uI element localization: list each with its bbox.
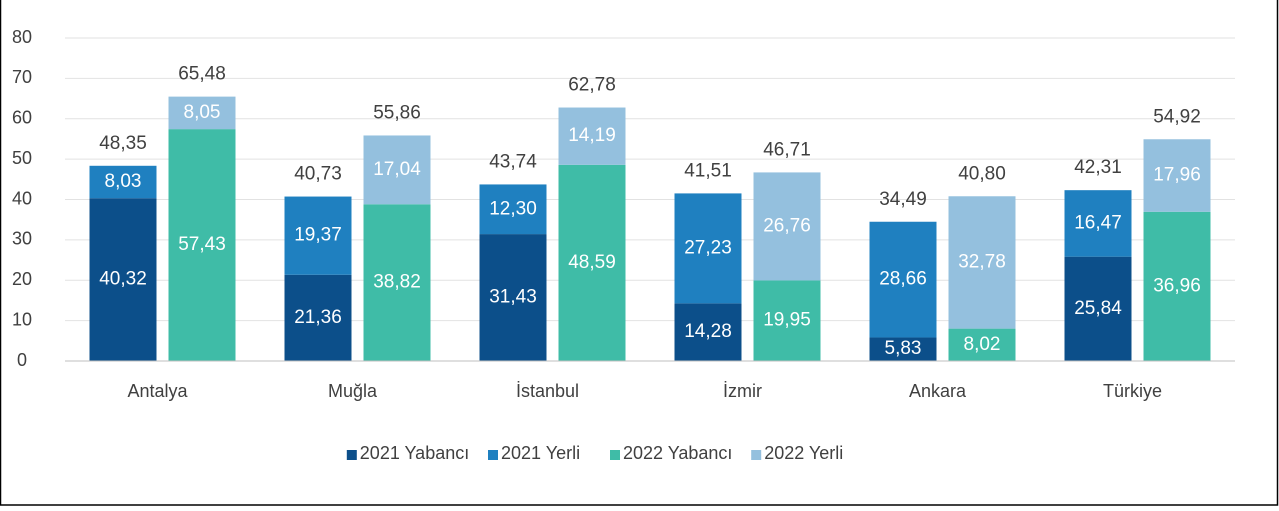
y-tick-label: 30 bbox=[12, 229, 32, 249]
legend-swatch bbox=[751, 450, 762, 460]
value-label: 5,83 bbox=[885, 338, 922, 359]
y-tick-label: 50 bbox=[12, 148, 32, 168]
bar-segment bbox=[674, 303, 742, 361]
total-label: 34,49 bbox=[879, 189, 927, 210]
y-tick-label: 80 bbox=[12, 27, 32, 47]
bar-segment bbox=[869, 337, 937, 361]
total-label: 48,35 bbox=[99, 133, 147, 154]
value-label: 16,47 bbox=[1074, 212, 1122, 233]
bar-segment bbox=[948, 196, 1016, 329]
bar-segment bbox=[89, 198, 157, 361]
bar-segment bbox=[168, 96, 236, 130]
value-label: 21,36 bbox=[294, 307, 342, 328]
value-label: 40,32 bbox=[99, 269, 147, 290]
bar-segment bbox=[1064, 190, 1132, 257]
value-label: 14,19 bbox=[568, 125, 616, 146]
bar-segment bbox=[1143, 211, 1211, 361]
value-label: 17,04 bbox=[373, 159, 421, 180]
value-label: 14,28 bbox=[684, 321, 732, 342]
x-tick-label: Ankara bbox=[909, 381, 967, 401]
y-tick-label: 70 bbox=[12, 67, 32, 87]
bar-segment bbox=[674, 193, 742, 304]
total-label: 55,86 bbox=[373, 102, 421, 123]
bar-segment bbox=[1064, 256, 1132, 361]
value-label: 57,43 bbox=[178, 234, 226, 255]
total-label: 42,31 bbox=[1074, 157, 1122, 178]
value-label: 38,82 bbox=[373, 272, 421, 293]
value-label: 28,66 bbox=[879, 269, 927, 290]
bar-segment bbox=[558, 164, 626, 361]
legend-label: 2021 Yerli bbox=[501, 443, 580, 463]
bar-segment bbox=[753, 172, 821, 281]
bar-segment bbox=[479, 184, 547, 235]
legend-swatch bbox=[346, 450, 357, 460]
value-label: 8,03 bbox=[105, 171, 142, 192]
y-tick-label: 10 bbox=[12, 309, 32, 329]
value-label: 36,96 bbox=[1153, 275, 1201, 296]
legend-swatch bbox=[610, 450, 620, 460]
y-tick-label: 60 bbox=[12, 108, 32, 128]
total-label: 40,73 bbox=[294, 164, 342, 185]
y-tick-label: 20 bbox=[12, 269, 32, 289]
legend-label: 2022 Yerli bbox=[764, 443, 843, 463]
bar-segment bbox=[284, 196, 352, 275]
total-label: 62,78 bbox=[568, 75, 616, 96]
total-label: 65,48 bbox=[178, 64, 226, 85]
legend-label: 2021 Yabancı bbox=[360, 443, 469, 463]
value-label: 19,95 bbox=[763, 310, 811, 331]
legend-swatch bbox=[488, 450, 498, 460]
bar-segment bbox=[168, 129, 236, 361]
value-label: 12,30 bbox=[489, 198, 537, 219]
x-tick-label: İzmir bbox=[723, 381, 762, 401]
total-label: 54,92 bbox=[1153, 106, 1201, 127]
value-label: 27,23 bbox=[684, 237, 732, 258]
value-label: 8,05 bbox=[184, 102, 221, 123]
x-tick-label: Antalya bbox=[127, 381, 188, 401]
x-tick-label: İstanbul bbox=[516, 381, 579, 401]
value-label: 48,59 bbox=[568, 252, 616, 273]
total-label: 43,74 bbox=[489, 151, 537, 172]
total-label: 46,71 bbox=[763, 139, 811, 160]
value-label: 19,37 bbox=[294, 225, 342, 246]
y-tick-label: 40 bbox=[12, 188, 32, 208]
value-label: 32,78 bbox=[958, 251, 1006, 272]
bar-segment bbox=[869, 221, 937, 338]
legend-label: 2022 Yabancı bbox=[623, 443, 732, 463]
bar-segment bbox=[558, 107, 626, 165]
bar-segment bbox=[948, 328, 1016, 361]
bar-segment bbox=[363, 135, 431, 205]
bar-segment bbox=[479, 234, 547, 361]
x-tick-label: Türkiye bbox=[1103, 381, 1162, 401]
bar-segment bbox=[1143, 139, 1211, 212]
bar-segment bbox=[363, 204, 431, 361]
y-tick-label: 0 bbox=[17, 350, 27, 370]
total-label: 40,80 bbox=[958, 163, 1006, 184]
bar-segment bbox=[284, 274, 352, 361]
bar-segment bbox=[89, 165, 157, 199]
value-label: 17,96 bbox=[1153, 165, 1201, 186]
x-tick-label: Muğla bbox=[328, 381, 378, 401]
value-label: 26,76 bbox=[763, 215, 811, 236]
value-label: 25,84 bbox=[1074, 298, 1122, 319]
value-label: 8,02 bbox=[964, 334, 1001, 355]
bar-segment bbox=[753, 280, 821, 361]
total-label: 41,51 bbox=[684, 160, 732, 181]
value-label: 31,43 bbox=[489, 287, 537, 308]
